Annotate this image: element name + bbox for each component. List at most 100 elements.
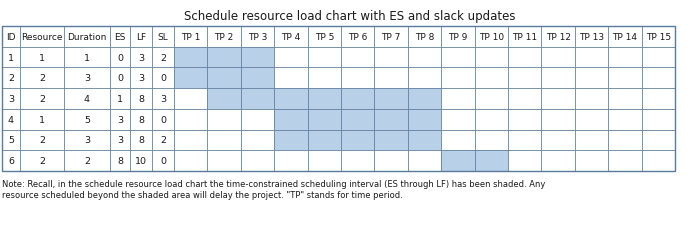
Text: Duration: Duration xyxy=(67,33,106,42)
Bar xyxy=(475,151,508,171)
Bar xyxy=(241,48,274,68)
Text: 4: 4 xyxy=(8,115,14,124)
Text: Note: Recall, in the schedule resource load chart the time-constrained schedulin: Note: Recall, in the schedule resource l… xyxy=(2,179,545,188)
Bar xyxy=(374,89,408,109)
Bar xyxy=(2,48,20,68)
Bar xyxy=(307,68,341,89)
Bar xyxy=(274,151,307,171)
Bar xyxy=(642,109,675,130)
Bar xyxy=(174,109,207,130)
Text: 3: 3 xyxy=(117,115,123,124)
Bar xyxy=(441,27,475,48)
Bar xyxy=(341,109,374,130)
Bar xyxy=(307,48,341,68)
Bar xyxy=(130,27,152,48)
Bar xyxy=(152,130,174,151)
Bar xyxy=(274,48,307,68)
Bar xyxy=(408,48,441,68)
Bar xyxy=(152,151,174,171)
Bar xyxy=(274,27,307,48)
Bar xyxy=(130,48,152,68)
Bar xyxy=(130,109,152,130)
Bar xyxy=(642,89,675,109)
Bar xyxy=(174,68,207,89)
Bar xyxy=(307,130,341,151)
Bar xyxy=(642,68,675,89)
Bar xyxy=(341,130,374,151)
Text: 3: 3 xyxy=(138,74,144,83)
Bar xyxy=(241,109,274,130)
Bar xyxy=(374,48,408,68)
Bar xyxy=(575,109,608,130)
Bar xyxy=(20,68,64,89)
Bar xyxy=(64,48,110,68)
Bar xyxy=(307,27,341,48)
Text: TP 9: TP 9 xyxy=(448,33,468,42)
Text: 3: 3 xyxy=(160,94,166,103)
Text: 2: 2 xyxy=(39,94,45,103)
Bar xyxy=(241,151,274,171)
Text: 0: 0 xyxy=(117,74,123,83)
Bar xyxy=(475,68,508,89)
Bar xyxy=(642,48,675,68)
Bar xyxy=(20,48,64,68)
Bar xyxy=(441,89,475,109)
Bar xyxy=(374,27,408,48)
Bar xyxy=(608,130,642,151)
Text: SL: SL xyxy=(158,33,169,42)
Bar xyxy=(207,27,241,48)
Bar xyxy=(408,68,441,89)
Text: Schedule resource load chart with ES and slack updates: Schedule resource load chart with ES and… xyxy=(184,10,516,23)
Text: 0: 0 xyxy=(160,115,166,124)
Bar xyxy=(575,89,608,109)
Bar xyxy=(341,89,374,109)
Bar xyxy=(20,27,64,48)
Bar xyxy=(2,109,20,130)
Text: LF: LF xyxy=(136,33,146,42)
Bar xyxy=(274,89,307,109)
Bar xyxy=(130,68,152,89)
Bar xyxy=(2,27,675,171)
Bar xyxy=(475,27,508,48)
Bar xyxy=(241,68,274,89)
Bar xyxy=(408,130,441,151)
Bar xyxy=(441,68,475,89)
Bar xyxy=(408,109,441,130)
Bar xyxy=(110,48,130,68)
Bar xyxy=(508,48,541,68)
Text: ES: ES xyxy=(114,33,126,42)
Bar xyxy=(152,68,174,89)
Text: 2: 2 xyxy=(39,74,45,83)
Text: resource scheduled beyond the shaded area will delay the project. "TP" stands fo: resource scheduled beyond the shaded are… xyxy=(2,190,402,199)
Bar xyxy=(110,151,130,171)
Bar xyxy=(207,48,241,68)
Text: TP 5: TP 5 xyxy=(314,33,334,42)
Text: 2: 2 xyxy=(39,156,45,165)
Bar xyxy=(20,89,64,109)
Bar xyxy=(20,151,64,171)
Text: TP 10: TP 10 xyxy=(479,33,504,42)
Text: TP 12: TP 12 xyxy=(545,33,570,42)
Bar xyxy=(110,130,130,151)
Bar xyxy=(575,130,608,151)
Bar xyxy=(374,130,408,151)
Text: 1: 1 xyxy=(39,53,45,62)
Bar xyxy=(241,27,274,48)
Text: TP 3: TP 3 xyxy=(248,33,267,42)
Bar xyxy=(508,68,541,89)
Bar xyxy=(575,48,608,68)
Text: 3: 3 xyxy=(84,136,90,145)
Text: TP 13: TP 13 xyxy=(579,33,604,42)
Bar xyxy=(274,130,307,151)
Bar xyxy=(274,109,307,130)
Bar xyxy=(2,89,20,109)
Bar xyxy=(541,48,575,68)
Bar xyxy=(274,68,307,89)
Text: TP 15: TP 15 xyxy=(645,33,671,42)
Bar xyxy=(2,68,20,89)
Bar xyxy=(152,48,174,68)
Bar xyxy=(441,109,475,130)
Bar xyxy=(64,130,110,151)
Bar xyxy=(341,27,374,48)
Bar xyxy=(541,109,575,130)
